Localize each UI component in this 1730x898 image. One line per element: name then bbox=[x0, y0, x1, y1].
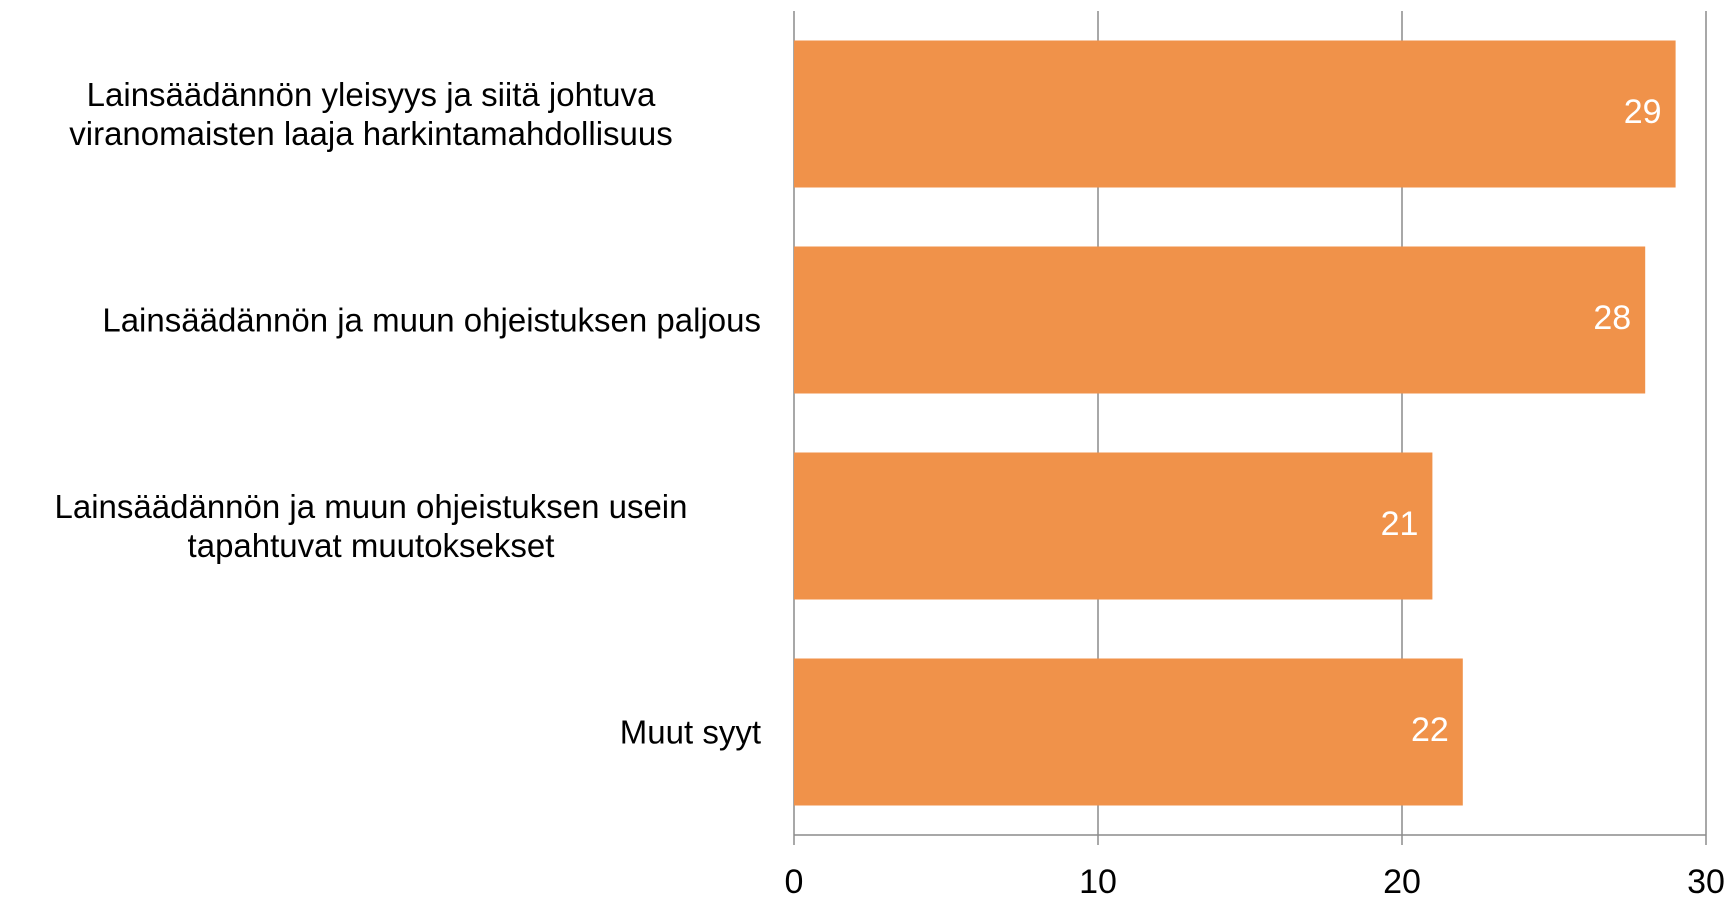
bar bbox=[794, 246, 1646, 394]
y-tick-label: Lainsäädännön yleisyys ja siitä johtuva … bbox=[69, 76, 673, 152]
value-label: 28 bbox=[1593, 299, 1631, 337]
x-tick-label: 30 bbox=[1687, 863, 1725, 898]
value-label: 21 bbox=[1381, 505, 1419, 543]
y-tick-label: Lainsäädännön ja muun ohjeistuksen paljo… bbox=[102, 301, 761, 339]
x-tick-label: 10 bbox=[1079, 863, 1117, 898]
y-tick-label-box: Lainsäädännön ja muun ohjeistuksen usein… bbox=[0, 487, 761, 565]
y-tick-label-box: Muut syyt bbox=[0, 713, 761, 752]
y-tick-label-box: Lainsäädännön yleisyys ja siitä johtuva … bbox=[0, 75, 761, 153]
x-tick-label: 20 bbox=[1383, 863, 1421, 898]
bar bbox=[794, 452, 1433, 600]
bar bbox=[794, 658, 1463, 806]
y-tick-label: Muut syyt bbox=[619, 713, 761, 751]
x-tick-label: 0 bbox=[785, 863, 804, 898]
value-label: 29 bbox=[1624, 93, 1662, 131]
bar bbox=[794, 40, 1676, 188]
y-tick-label: Lainsäädännön ja muun ohjeistuksen usein… bbox=[54, 488, 688, 564]
y-tick-label-box: Lainsäädännön ja muun ohjeistuksen paljo… bbox=[0, 301, 761, 340]
value-label: 22 bbox=[1411, 711, 1449, 749]
